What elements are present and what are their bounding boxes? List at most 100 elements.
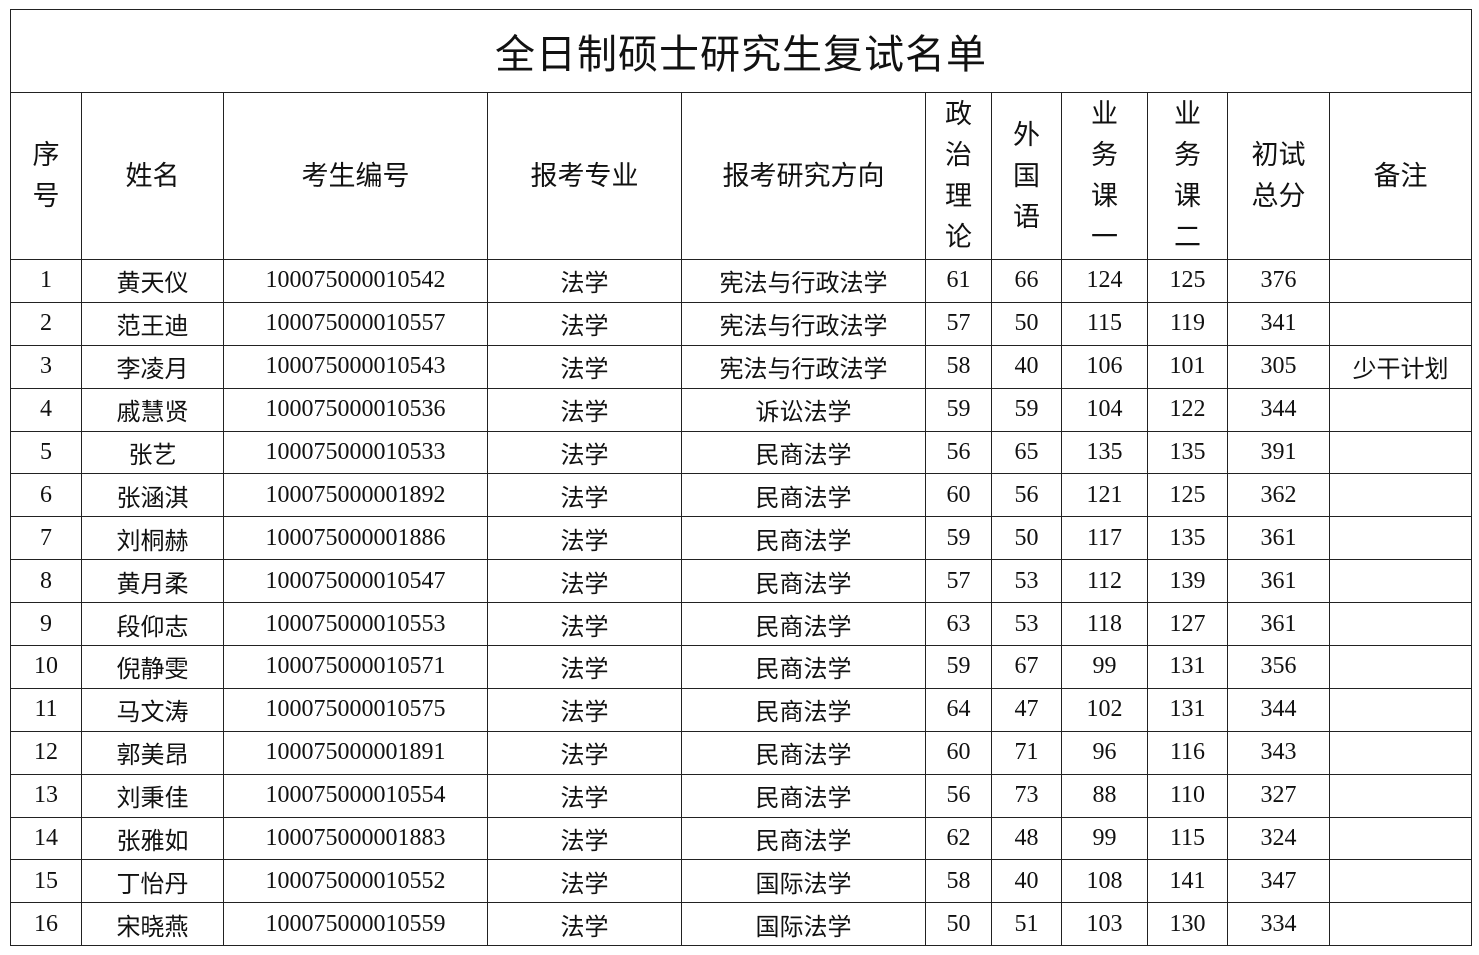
header-col-major: 报考专业 — [487, 92, 682, 260]
cell-col-major: 法学 — [487, 773, 682, 818]
table-body: 1 黄天仪 100075000010542 法学 宪法与行政法学 61 66 124 125 37… — [10, 259, 1473, 947]
cell-col-foreign-language: 65 — [991, 430, 1062, 475]
cell-col-subject-2: 127 — [1147, 602, 1228, 647]
cell-col-direction: 民商法学 — [681, 645, 926, 689]
header-col-index: 序 号 — [10, 92, 82, 260]
cell-col-foreign-language: 56 — [991, 473, 1062, 518]
cell-col-foreign-language: 53 — [991, 559, 1062, 604]
cell-col-politics: 63 — [925, 602, 992, 647]
cell-col-name: 黄月柔 — [81, 559, 224, 604]
cell-col-subject-2: 122 — [1147, 387, 1228, 432]
cell-col-remarks — [1328, 645, 1473, 689]
cell-col-subject-1: 96 — [1061, 730, 1148, 775]
cell-col-subject-1: 103 — [1061, 902, 1148, 947]
cell-col-name: 段仰志 — [81, 602, 224, 647]
cell-col-index: 2 — [10, 301, 82, 346]
cell-col-subject-2: 130 — [1147, 902, 1228, 947]
cell-col-subject-1: 112 — [1061, 559, 1148, 604]
cell-col-politics: 56 — [925, 773, 992, 818]
cell-col-direction: 民商法学 — [681, 730, 926, 775]
header-col-name: 姓名 — [81, 92, 224, 260]
cell-col-subject-2: 115 — [1147, 816, 1228, 861]
cell-col-exam-id: 100075000010553 — [223, 602, 488, 647]
table-row: 1 黄天仪 100075000010542 法学 宪法与行政法学 61 66 124 125 37… — [10, 259, 1473, 303]
cell-col-exam-id: 100075000010542 — [223, 259, 488, 303]
cell-col-subject-2: 110 — [1147, 773, 1228, 818]
cell-col-name: 郭美昂 — [81, 730, 224, 775]
header-row: 序 号姓名 考生编号 报考专业 报考研究方向政 治 理 论外 国 语业 务 课 一业 … — [10, 92, 1473, 260]
cell-col-politics: 64 — [925, 687, 992, 732]
cell-col-subject-1: 117 — [1061, 516, 1148, 561]
cell-col-total: 334 — [1227, 902, 1330, 947]
cell-col-remarks — [1328, 902, 1473, 947]
cell-col-index: 1 — [10, 259, 82, 303]
cell-col-subject-1: 108 — [1061, 859, 1148, 904]
cell-col-index: 9 — [10, 602, 82, 647]
cell-col-exam-id: 100075000001883 — [223, 816, 488, 861]
cell-col-index: 15 — [10, 859, 82, 904]
cell-col-index: 4 — [10, 387, 82, 432]
cell-col-direction: 宪法与行政法学 — [681, 301, 926, 346]
cell-col-major: 法学 — [487, 816, 682, 861]
cell-col-name: 刘桐赫 — [81, 516, 224, 561]
cell-col-direction: 民商法学 — [681, 773, 926, 818]
cell-col-remarks — [1328, 301, 1473, 346]
cell-col-politics: 61 — [925, 259, 992, 303]
cell-col-subject-2: 119 — [1147, 301, 1228, 346]
cell-col-exam-id: 100075000010554 — [223, 773, 488, 818]
cell-col-index: 14 — [10, 816, 82, 861]
cell-col-index: 5 — [10, 430, 82, 475]
cell-col-major: 法学 — [487, 645, 682, 689]
cell-col-subject-1: 115 — [1061, 301, 1148, 346]
cell-col-index: 7 — [10, 516, 82, 561]
cell-col-subject-1: 99 — [1061, 816, 1148, 861]
cell-col-direction: 民商法学 — [681, 687, 926, 732]
cell-col-foreign-language: 67 — [991, 645, 1062, 689]
cell-col-total: 343 — [1227, 730, 1330, 775]
cell-col-remarks: 少干计划 — [1328, 344, 1473, 389]
cell-col-name: 张涵淇 — [81, 473, 224, 518]
cell-col-total: 361 — [1227, 516, 1330, 561]
cell-col-foreign-language: 66 — [991, 259, 1062, 303]
cell-col-major: 法学 — [487, 387, 682, 432]
cell-col-total: 376 — [1227, 259, 1330, 303]
table-row: 11 马文涛 100075000010575 法学 民商法学 64 47 102 131 344 — [10, 687, 1473, 732]
table-row: 16 宋晓燕 100075000010559 法学 国际法学 50 51 103 130 334 — [10, 902, 1473, 947]
header-col-foreign-language: 外 国 语 — [991, 92, 1062, 260]
cell-col-total: 361 — [1227, 602, 1330, 647]
cell-col-index: 16 — [10, 902, 82, 947]
cell-col-index: 11 — [10, 687, 82, 732]
cell-col-total: 361 — [1227, 559, 1330, 604]
cell-col-subject-2: 125 — [1147, 473, 1228, 518]
admission-list-table: 全日制硕士研究生复试名单 序 号姓名 考生编号 报考专业 报考研究方向政 治 理 论外… — [9, 9, 1473, 947]
cell-col-total: 344 — [1227, 687, 1330, 732]
cell-col-exam-id: 100075000010543 — [223, 344, 488, 389]
table-row: 7 刘桐赫 100075000001886 法学 民商法学 59 50 117 135 361 — [10, 516, 1473, 561]
cell-col-name: 范王迪 — [81, 301, 224, 346]
cell-col-remarks — [1328, 259, 1473, 303]
cell-col-remarks — [1328, 859, 1473, 904]
cell-col-direction: 诉讼法学 — [681, 387, 926, 432]
cell-col-subject-1: 104 — [1061, 387, 1148, 432]
cell-col-subject-2: 139 — [1147, 559, 1228, 604]
cell-col-total: 305 — [1227, 344, 1330, 389]
header-col-politics: 政 治 理 论 — [925, 92, 992, 260]
table-row: 12 郭美昂 100075000001891 法学 民商法学 60 71 96 116 343 — [10, 730, 1473, 775]
cell-col-politics: 50 — [925, 902, 992, 947]
cell-col-foreign-language: 40 — [991, 344, 1062, 389]
cell-col-exam-id: 100075000010557 — [223, 301, 488, 346]
cell-col-index: 10 — [10, 645, 82, 689]
cell-col-remarks — [1328, 773, 1473, 818]
header-col-subject-2: 业 务 课 二 — [1147, 92, 1228, 260]
cell-col-major: 法学 — [487, 730, 682, 775]
cell-col-name: 张雅如 — [81, 816, 224, 861]
cell-col-name: 倪静雯 — [81, 645, 224, 689]
cell-col-index: 3 — [10, 344, 82, 389]
cell-col-name: 张艺 — [81, 430, 224, 475]
cell-col-foreign-language: 50 — [991, 516, 1062, 561]
cell-col-name: 戚慧贤 — [81, 387, 224, 432]
cell-col-direction: 民商法学 — [681, 602, 926, 647]
cell-col-exam-id: 100075000010559 — [223, 902, 488, 947]
cell-col-exam-id: 100075000010547 — [223, 559, 488, 604]
cell-col-politics: 56 — [925, 430, 992, 475]
